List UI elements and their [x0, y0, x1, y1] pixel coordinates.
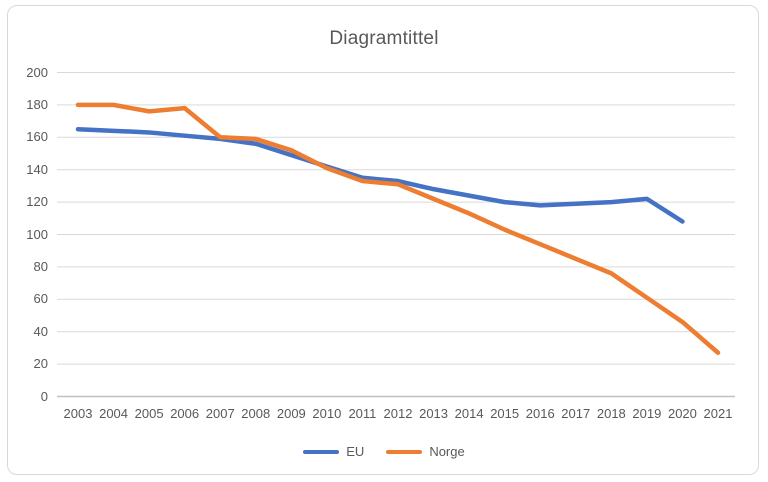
y-axis-tick-label: 60 [33, 291, 48, 307]
x-axis-tick-label: 2017 [561, 406, 591, 421]
x-axis-tick-label: 2010 [312, 406, 342, 421]
legend-swatch-norge [386, 449, 423, 454]
x-axis-tick-label: 2007 [205, 406, 235, 421]
y-axis-tick-label: 0 [40, 388, 48, 404]
x-axis-tick-label: 2008 [241, 406, 271, 421]
x-axis-tick-label: 2012 [383, 406, 413, 421]
x-axis-tick-label: 2005 [134, 406, 164, 421]
x-axis-tick-label: 2006 [170, 406, 200, 421]
legend-label-eu: EU [346, 444, 365, 459]
legend-swatch-eu [303, 449, 340, 454]
x-axis-tick-label: 2003 [63, 406, 93, 421]
series-line-norge [75, 102, 721, 356]
y-axis-tick-label: 100 [26, 226, 48, 242]
legend: EU Norge [0, 444, 768, 459]
x-axis-tick-label: 2013 [419, 406, 449, 421]
chart-title: Diagramtittel [329, 28, 439, 49]
x-axis-tick-label: 2011 [348, 406, 377, 421]
y-axis-tick-label: 80 [33, 258, 48, 274]
x-axis-tick-label: 2021 [703, 406, 733, 421]
legend-label-norge: Norge [429, 444, 465, 459]
x-axis-tick-label: 2020 [667, 406, 697, 421]
y-axis-tick-label: 200 [26, 64, 48, 80]
series-line-eu [75, 126, 685, 224]
x-axis-tick-label: 2014 [454, 406, 484, 421]
y-axis-tick-label: 160 [26, 129, 48, 145]
x-axis-tick-label: 2019 [632, 406, 662, 421]
y-axis-tick-label: 180 [26, 96, 48, 112]
y-axis-tick-label: 40 [33, 323, 48, 339]
y-axis-tick-label: 120 [26, 194, 48, 210]
x-axis-tick-label: 2018 [596, 406, 626, 421]
x-axis-tick-label: 2004 [99, 406, 129, 421]
y-axis-tick-label: 20 [33, 356, 48, 372]
x-axis-tick-label: 2016 [525, 406, 555, 421]
y-axis-tick-label: 140 [26, 161, 48, 177]
legend-item-norge: Norge [386, 444, 465, 459]
x-axis-tick-label: 2015 [490, 406, 520, 421]
x-axis-tick-label: 2009 [276, 406, 306, 421]
legend-item-eu: EU [303, 444, 364, 459]
